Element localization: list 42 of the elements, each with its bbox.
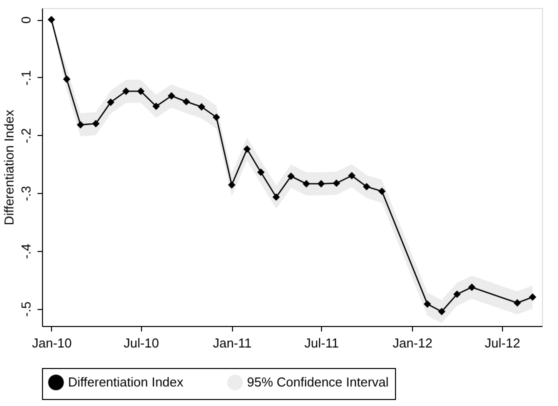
y-tick-label: 0 [18, 16, 34, 24]
point [137, 88, 145, 95]
point [528, 293, 536, 301]
point [453, 290, 461, 298]
y-axis-title: Differentiation Index [2, 109, 16, 226]
x-tick-label: Jan-11 [212, 336, 252, 350]
point [168, 92, 176, 100]
legend-label: 95% Confidence Interval [247, 374, 389, 390]
point [272, 193, 280, 201]
x-tick-label: Jan-12 [392, 336, 432, 350]
point [198, 103, 206, 111]
point [76, 121, 84, 128]
point [424, 300, 432, 308]
point [212, 114, 220, 121]
point [182, 98, 190, 106]
point [378, 188, 386, 195]
point [152, 102, 160, 110]
y-tick-label: -.5 [18, 302, 34, 317]
point [302, 180, 310, 188]
x-tick-label: Jul-11 [304, 336, 339, 350]
point [468, 284, 476, 291]
point [362, 182, 370, 190]
point [92, 120, 100, 128]
y-tick-label: -.4 [18, 244, 34, 259]
point [332, 179, 340, 187]
point [348, 172, 356, 180]
x-tick-label: Jan-10 [32, 336, 72, 350]
point [62, 75, 70, 83]
point [243, 145, 251, 153]
point [48, 16, 56, 24]
legend-label: Differentiation Index [68, 374, 184, 390]
point [317, 180, 325, 188]
point [438, 308, 446, 316]
x-tick-label: Jul-10 [124, 336, 160, 350]
y-tick-label: -.1 [18, 70, 34, 86]
point [228, 181, 236, 189]
y-tick-label: -.2 [18, 128, 34, 144]
point [106, 98, 114, 106]
point [514, 299, 522, 307]
point [257, 168, 265, 176]
x-tick-label: Jul-12 [484, 336, 520, 350]
y-tick-label: -.3 [18, 186, 34, 202]
